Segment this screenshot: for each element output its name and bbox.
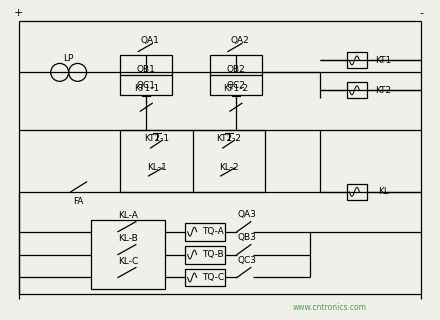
- Text: TQ-A: TQ-A: [202, 227, 224, 236]
- Text: KL-A: KL-A: [118, 211, 138, 220]
- Text: KT2-2: KT2-2: [216, 133, 241, 143]
- Bar: [348, 184, 367, 200]
- Text: KT2: KT2: [375, 86, 391, 95]
- Text: QB2: QB2: [227, 65, 246, 74]
- Bar: [91, 220, 165, 289]
- Text: KT1-1: KT1-1: [134, 84, 159, 93]
- Text: KL-B: KL-B: [118, 234, 138, 243]
- Text: QA2: QA2: [231, 36, 249, 45]
- Text: LP: LP: [63, 54, 74, 63]
- Text: KL-C: KL-C: [118, 257, 138, 266]
- Text: KL-2: KL-2: [219, 164, 238, 172]
- Text: TQ-C: TQ-C: [202, 273, 224, 282]
- Bar: [185, 223, 225, 241]
- Text: -: -: [419, 8, 423, 18]
- Bar: [348, 82, 367, 98]
- Text: QA3: QA3: [238, 210, 257, 219]
- Bar: [185, 246, 225, 264]
- Bar: [121, 130, 265, 192]
- Bar: [185, 268, 225, 286]
- Bar: [121, 55, 172, 95]
- Text: KT1-2: KT1-2: [224, 84, 249, 93]
- Bar: [348, 52, 367, 68]
- Text: +: +: [14, 8, 24, 18]
- Text: TQ-B: TQ-B: [202, 250, 224, 259]
- Text: QC3: QC3: [238, 256, 257, 265]
- Text: KT1: KT1: [375, 56, 392, 65]
- Text: KL: KL: [378, 188, 389, 196]
- Text: QA1: QA1: [141, 36, 160, 45]
- Text: www.cntronics.com: www.cntronics.com: [293, 303, 367, 312]
- Text: QB1: QB1: [137, 65, 156, 74]
- Bar: [210, 55, 262, 95]
- Text: QB3: QB3: [238, 233, 257, 242]
- Text: QC1: QC1: [137, 81, 156, 90]
- Text: KT2-1: KT2-1: [144, 133, 169, 143]
- Text: KL-1: KL-1: [147, 164, 166, 172]
- Text: QC2: QC2: [227, 81, 246, 90]
- Text: FA: FA: [73, 197, 84, 206]
